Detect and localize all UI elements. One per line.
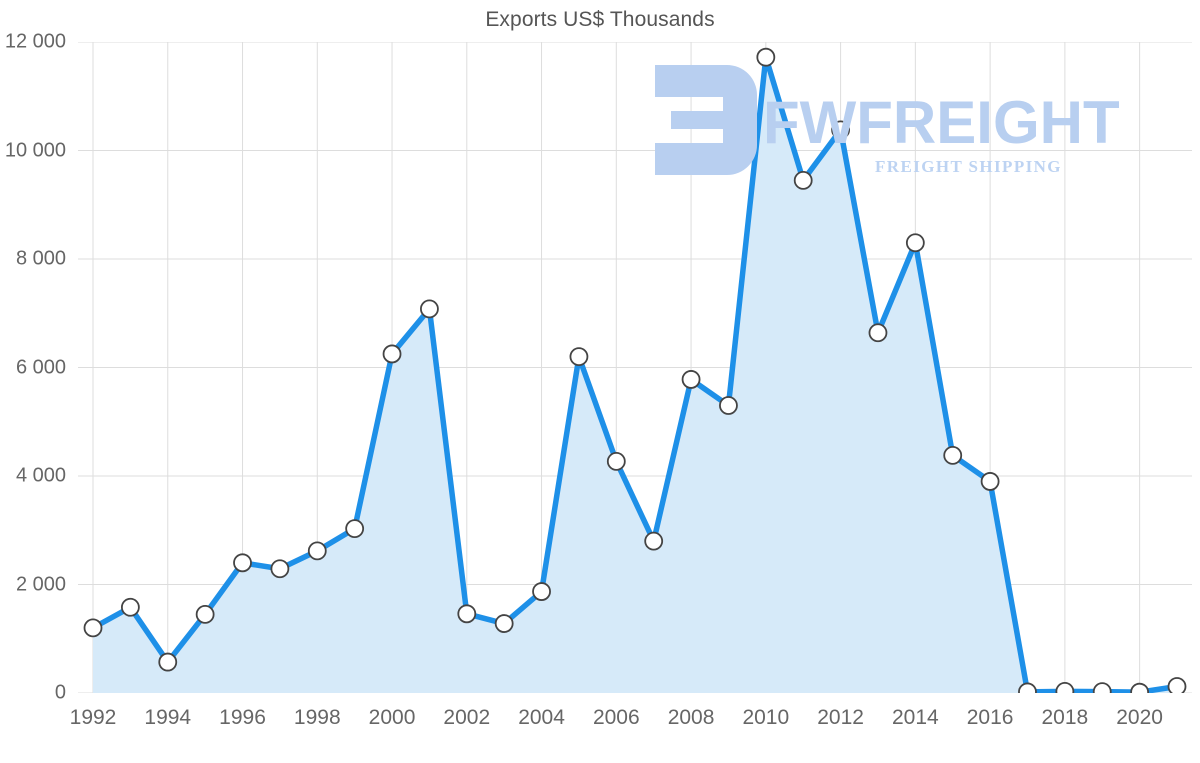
data-point-marker[interactable] (719, 396, 738, 415)
x-axis-tick-label: 2006 (592, 706, 640, 729)
data-point-marker[interactable] (494, 614, 514, 633)
data-point-marker[interactable] (158, 652, 178, 672)
data-point-marker[interactable] (457, 604, 477, 624)
data-point-marker[interactable] (756, 47, 776, 67)
y-axis-tick-label: 0 (54, 681, 66, 704)
chart-title: Exports US$ Thousands (485, 8, 715, 31)
data-point-marker[interactable] (606, 451, 626, 471)
data-point-marker[interactable] (1092, 682, 1112, 693)
data-point-marker[interactable] (270, 559, 290, 579)
data-point-marker[interactable] (83, 618, 103, 638)
x-axis-tick-label: 2014 (891, 706, 939, 729)
data-point-marker[interactable] (382, 344, 402, 364)
data-point-marker[interactable] (345, 519, 365, 539)
data-point-marker[interactable] (120, 597, 140, 617)
data-point-marker[interactable] (831, 120, 850, 140)
y-axis-tick-label: 10 000 (4, 139, 66, 161)
x-axis-tick-label: 1998 (293, 706, 341, 729)
y-axis-tick-label: 6 000 (15, 356, 66, 378)
area-fill (93, 57, 1177, 693)
plot-area (78, 42, 1192, 693)
data-point-markers[interactable] (83, 47, 1187, 693)
data-point-marker[interactable] (905, 233, 925, 253)
x-axis-tick-label: 1996 (219, 706, 266, 729)
x-axis-tick-label: 1992 (69, 706, 117, 729)
data-point-marker[interactable] (793, 170, 813, 190)
data-point-marker[interactable] (980, 472, 1000, 491)
data-point-marker[interactable] (681, 370, 701, 389)
data-point-marker[interactable] (420, 299, 439, 319)
x-axis-tick-label: 2012 (817, 706, 864, 729)
x-axis-tick-label: 2016 (966, 706, 1014, 729)
y-axis-tick-label: 12 000 (4, 30, 66, 53)
x-axis-tick-label: 2018 (1041, 706, 1089, 729)
x-axis-tick-label: 2020 (1116, 706, 1163, 729)
data-point-marker[interactable] (569, 347, 589, 367)
data-point-marker[interactable] (532, 582, 551, 601)
y-axis-tick-label: 4 000 (15, 464, 66, 487)
x-axis-tick-label: 2008 (667, 706, 715, 729)
x-axis-tick-label: 2004 (518, 706, 565, 729)
data-point-marker[interactable] (1130, 682, 1150, 693)
data-point-marker[interactable] (307, 541, 327, 561)
x-axis-tick-label: 1994 (144, 706, 192, 729)
data-point-marker[interactable] (1167, 677, 1187, 693)
data-point-marker[interactable] (233, 553, 252, 573)
x-axis-tick-label: 2010 (742, 706, 790, 729)
x-axis-tick-label: 2002 (443, 706, 491, 729)
data-point-marker[interactable] (195, 604, 215, 624)
data-point-marker[interactable] (868, 323, 888, 343)
data-point-marker[interactable] (943, 445, 963, 465)
y-axis-tick-labels: 0 2 000 4 000 6 000 8 000 10 000 12 000 (0, 0, 66, 763)
y-axis-tick-label: 2 000 (15, 573, 66, 595)
x-axis-tick-label: 2000 (368, 706, 416, 729)
y-axis-tick-label: 8 000 (15, 247, 66, 270)
data-point-marker[interactable] (1055, 681, 1075, 693)
data-point-marker[interactable] (1018, 682, 1037, 693)
data-point-marker[interactable] (644, 531, 664, 551)
